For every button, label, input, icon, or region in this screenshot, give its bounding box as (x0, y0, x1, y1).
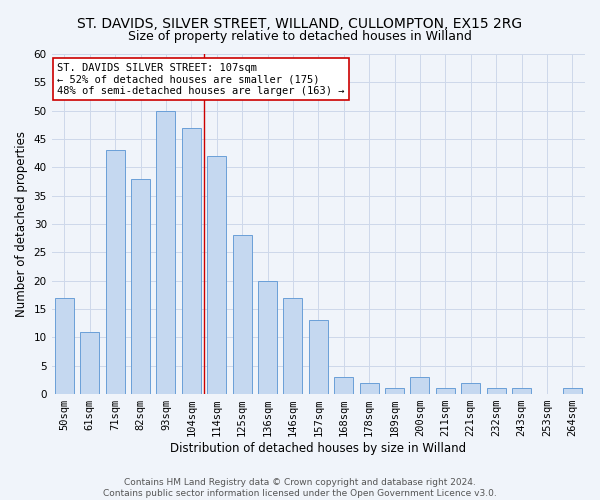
Y-axis label: Number of detached properties: Number of detached properties (15, 131, 28, 317)
Text: Size of property relative to detached houses in Willand: Size of property relative to detached ho… (128, 30, 472, 43)
Bar (233, 236, 251, 394)
Bar (334, 377, 353, 394)
Text: ST. DAVIDS SILVER STREET: 107sqm
← 52% of detached houses are smaller (175)
48% : ST. DAVIDS SILVER STREET: 107sqm ← 52% o… (57, 62, 344, 96)
Bar (80, 332, 99, 394)
Text: Contains HM Land Registry data © Crown copyright and database right 2024.
Contai: Contains HM Land Registry data © Crown c… (103, 478, 497, 498)
Bar (385, 388, 404, 394)
Bar (131, 178, 150, 394)
X-axis label: Distribution of detached houses by size in Willand: Distribution of detached houses by size … (170, 442, 466, 455)
Bar (309, 320, 328, 394)
Bar (55, 298, 74, 394)
Bar (410, 377, 430, 394)
Bar (563, 388, 582, 394)
Bar (182, 128, 201, 394)
Bar (157, 110, 175, 394)
Bar (207, 156, 226, 394)
Bar (258, 280, 277, 394)
Bar (283, 298, 302, 394)
Bar (106, 150, 125, 394)
Bar (436, 388, 455, 394)
Bar (487, 388, 506, 394)
Bar (512, 388, 531, 394)
Bar (359, 382, 379, 394)
Text: ST. DAVIDS, SILVER STREET, WILLAND, CULLOMPTON, EX15 2RG: ST. DAVIDS, SILVER STREET, WILLAND, CULL… (77, 18, 523, 32)
Bar (461, 382, 480, 394)
